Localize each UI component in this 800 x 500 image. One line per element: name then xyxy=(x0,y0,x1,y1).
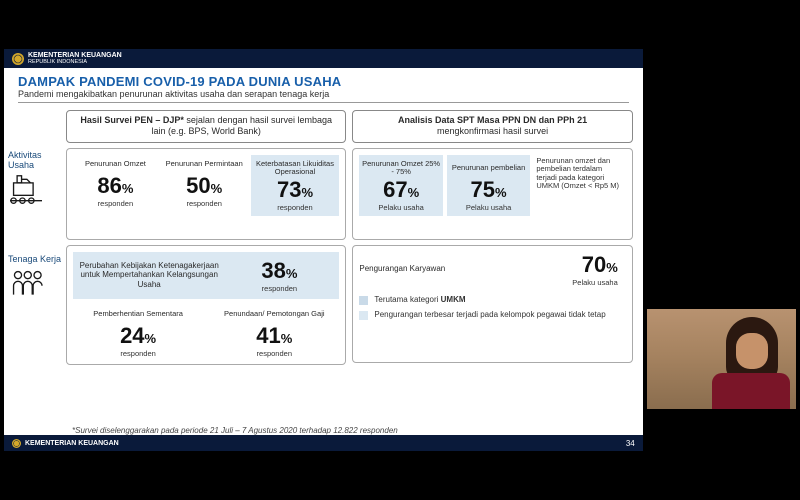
right-column: Analisis Data SPT Masa PPN DN dan PPh 21… xyxy=(352,110,632,422)
workers-icon xyxy=(8,268,44,300)
ministry-name: KEMENTERIAN KEUANGAN xyxy=(28,52,122,59)
slide-footer: KEMENTERIAN KEUANGAN 34 xyxy=(4,435,643,451)
presentation-slide: KEMENTERIAN KEUANGAN REPUBLIK INDONESIA … xyxy=(4,49,643,451)
left-column: Hasil Survei PEN – DJP* sejalan dengan h… xyxy=(66,110,346,422)
stat-omzet-decline: Penurunan Omzet 25% - 75% 67% Pelaku usa… xyxy=(359,155,442,216)
stat-penundaan: Penundaan/ Pemotongan Gaji 41% responden xyxy=(209,305,339,358)
left-tenaga-box: Perubahan Kebijakan Ketenagakerjaan untu… xyxy=(66,245,346,365)
right-col-header: Analisis Data SPT Masa PPN DN dan PPh 21… xyxy=(352,110,632,143)
content-area: Aktivitas Usaha Tenaga Kerja Hasil Surve… xyxy=(4,106,643,422)
stat-likuiditas: Keterbatasan Likuiditas Operasional 73% … xyxy=(251,155,340,216)
stat-kebijakan: 38% responden xyxy=(225,258,333,293)
factory-icon xyxy=(8,174,44,206)
republic-name: REPUBLIK INDONESIA xyxy=(28,59,122,65)
ministry-logo-icon xyxy=(12,53,24,65)
stat-pengurangan: 70% Pelaku usaha xyxy=(492,252,626,287)
slide-subtitle: Pandemi mengakibatkan penurunan aktivita… xyxy=(18,89,629,103)
footnote: *Survei diselenggarakan pada periode 21 … xyxy=(4,422,643,435)
columns: Hasil Survei PEN – DJP* sejalan dengan h… xyxy=(66,110,633,422)
footer-ministry: KEMENTERIAN KEUANGAN xyxy=(25,440,119,447)
square-icon xyxy=(359,296,368,305)
stat-pemberhentian: Pemberhentian Sementara 24% responden xyxy=(73,305,203,358)
bullet-2: Pengurangan terbesar terjadi pada kelomp… xyxy=(359,310,625,320)
label-pengurangan: Pengurangan Karyawan xyxy=(359,264,485,273)
presenter-figure xyxy=(712,373,790,409)
stat-permintaan: Penurunan Permintaan 50% responden xyxy=(162,155,247,216)
video-call-layout: KEMENTERIAN KEUANGAN REPUBLIK INDONESIA … xyxy=(0,19,800,481)
slide-title: DAMPAK PANDEMI COVID-19 PADA DUNIA USAHA xyxy=(18,74,629,89)
tenaga-policy-text: Perubahan Kebijakan Ketenagakerjaan untu… xyxy=(79,261,219,289)
right-tenaga-box: Pengurangan Karyawan 70% Pelaku usaha Te… xyxy=(352,245,632,363)
presenter-video[interactable] xyxy=(647,309,796,409)
page-number: 34 xyxy=(626,439,635,448)
stat-omzet: Penurunan Omzet 86% responden xyxy=(73,155,158,216)
slide-header: KEMENTERIAN KEUANGAN REPUBLIK INDONESIA xyxy=(4,49,643,68)
umkm-note: Penurunan omzet dan pembelian terdalam t… xyxy=(534,155,625,216)
title-area: DAMPAK PANDEMI COVID-19 PADA DUNIA USAHA… xyxy=(4,68,643,106)
label-tenaga: Tenaga Kerja xyxy=(8,240,62,306)
side-labels: Aktivitas Usaha Tenaga Kerja xyxy=(8,110,62,422)
ministry-logo-icon xyxy=(12,439,21,448)
label-aktivitas: Aktivitas Usaha xyxy=(8,110,62,240)
left-aktivitas-box: Penurunan Omzet 86% responden Penurunan … xyxy=(66,148,346,240)
stat-pembelian-decline: Penurunan pembelian 75% Pelaku usaha xyxy=(447,155,530,216)
right-aktivitas-box: Penurunan Omzet 25% - 75% 67% Pelaku usa… xyxy=(352,148,632,240)
square-icon xyxy=(359,311,368,320)
bullets: Terutama kategori UMKM Pengurangan terbe… xyxy=(359,295,625,325)
left-col-header: Hasil Survei PEN – DJP* sejalan dengan h… xyxy=(66,110,346,143)
bullet-1: Terutama kategori UMKM xyxy=(359,295,625,305)
